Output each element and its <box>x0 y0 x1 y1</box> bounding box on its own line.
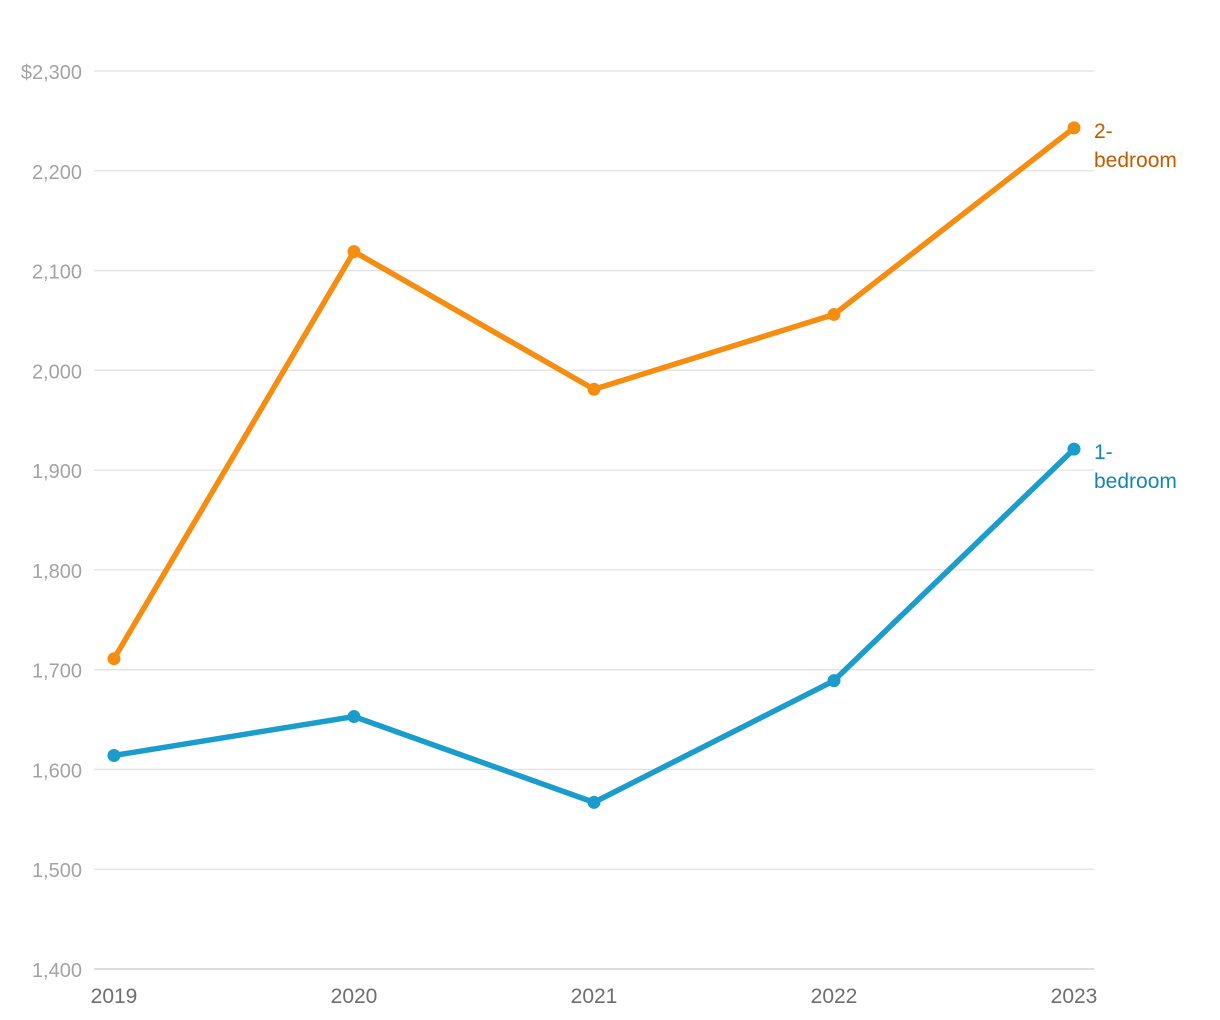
series-label-1-bedroom: 1- <box>1094 441 1113 464</box>
y-tick-label: $2,300 <box>21 62 82 84</box>
x-tick-label: 2021 <box>571 985 618 1008</box>
data-point-2-bedroom <box>1067 121 1081 135</box>
series-label-2-bedroom: bedroom <box>1094 149 1177 172</box>
y-tick-label: 1,800 <box>32 561 82 583</box>
data-point-2-bedroom <box>347 245 361 259</box>
series-label-2-bedroom: 2- <box>1094 120 1113 143</box>
y-tick-label: 1,400 <box>32 960 82 982</box>
y-tick-label: 1,700 <box>32 661 82 683</box>
series-lines <box>107 121 1081 809</box>
data-point-1-bedroom <box>347 710 361 724</box>
y-tick-label: 1,600 <box>32 760 82 782</box>
y-tick-label: 2,000 <box>32 361 82 383</box>
data-point-1-bedroom <box>587 795 601 809</box>
x-tick-label: 2020 <box>331 985 378 1008</box>
data-point-2-bedroom <box>587 382 601 396</box>
data-point-1-bedroom <box>107 748 121 762</box>
x-tick-label: 2023 <box>1051 985 1098 1008</box>
x-axis-tick-labels: 2019 2020 2021 2022 2023 <box>91 985 1098 1008</box>
x-tick-label: 2022 <box>811 985 858 1008</box>
y-tick-label: 2,100 <box>32 262 82 284</box>
y-axis-tick-labels: 1,400 1,500 1,600 1,700 1,800 1,900 2,000 2,100… <box>21 62 82 982</box>
series-label-1-bedroom: bedroom <box>1094 470 1177 493</box>
y-tick-label: 1,500 <box>32 860 82 882</box>
gridlines <box>94 70 1094 970</box>
data-point-2-bedroom <box>107 652 121 666</box>
y-tick-label: 2,200 <box>32 162 82 184</box>
x-tick-label: 2019 <box>91 985 138 1008</box>
data-point-2-bedroom <box>827 307 841 321</box>
y-tick-label: 1,900 <box>32 461 82 483</box>
series-labels: 2- bedroom 1- bedroom <box>1094 120 1177 493</box>
series-line-1-bedroom <box>111 446 1077 806</box>
data-point-1-bedroom <box>827 674 841 688</box>
data-point-1-bedroom <box>1067 442 1081 456</box>
